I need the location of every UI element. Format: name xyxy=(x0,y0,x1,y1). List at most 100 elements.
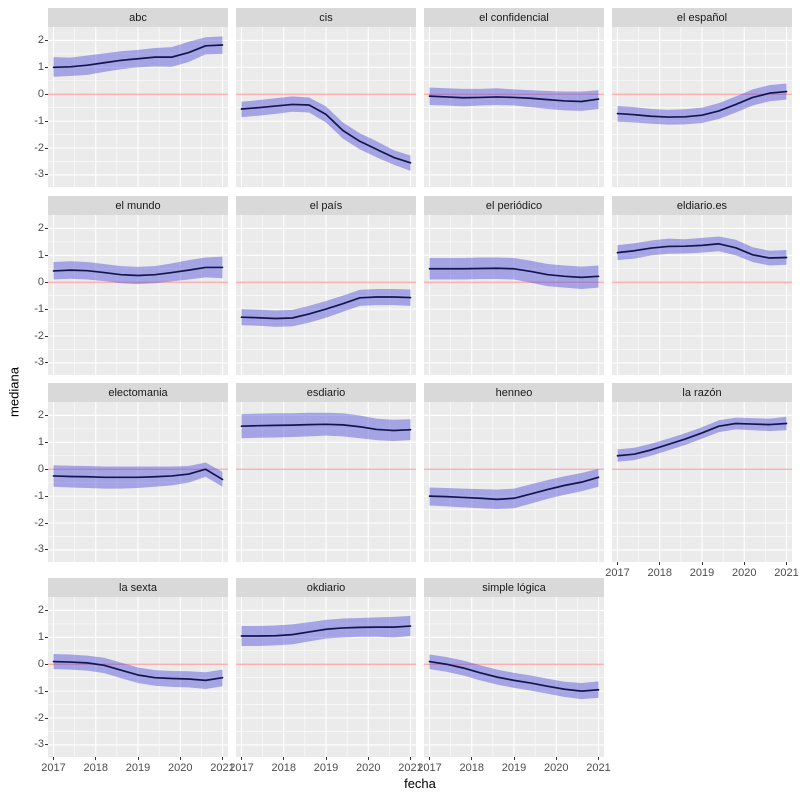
y-tick-mark xyxy=(45,495,48,497)
facet-strip-12: la razón xyxy=(612,383,792,402)
median-line xyxy=(52,468,224,481)
y-tick-label: -2 xyxy=(34,329,44,342)
y-tick-label: 1 xyxy=(37,630,44,643)
median-line xyxy=(428,476,600,501)
y-tick-mark xyxy=(45,120,48,122)
y-tick-mark xyxy=(45,549,48,551)
facet-panel-13 xyxy=(48,597,228,757)
median-line xyxy=(240,423,412,432)
x-tick-label: 2020 xyxy=(356,762,381,774)
y-tick-label: -2 xyxy=(34,141,44,154)
y-tick-mark xyxy=(45,39,48,41)
facet-strip-8: eldiario.es xyxy=(612,196,792,215)
x-tick-label: 2019 xyxy=(501,762,527,774)
x-tick-label: 2017 xyxy=(229,762,254,774)
x-tick-label: 2020 xyxy=(168,762,193,774)
confidence-ribbon xyxy=(53,36,223,77)
x-tick-label: 2021 xyxy=(210,762,235,774)
x-tick-mark xyxy=(137,757,139,760)
confidence-ribbon xyxy=(241,615,411,646)
x-axis-title: fecha xyxy=(404,776,436,791)
x-tick-mark xyxy=(410,757,411,760)
median-line xyxy=(52,266,224,277)
facet-strip-2: cis xyxy=(236,8,416,27)
y-tick-label: -1 xyxy=(34,302,44,315)
facet-panel-5 xyxy=(48,215,228,375)
y-tick-label: 0 xyxy=(37,462,44,475)
x-tick-mark xyxy=(52,757,54,760)
confidence-ribbon xyxy=(617,236,787,266)
x-tick-mark xyxy=(471,757,473,760)
y-tick-mark xyxy=(45,147,48,149)
x-tick-mark xyxy=(555,757,557,760)
x-tick-label: 2019 xyxy=(313,762,339,774)
y-tick-mark xyxy=(45,441,48,443)
median-line xyxy=(428,660,600,692)
x-tick-mark xyxy=(325,757,327,760)
facet-strip-4: el español xyxy=(612,8,792,27)
y-tick-mark xyxy=(45,414,48,416)
y-tick-label: 2 xyxy=(37,221,44,234)
x-tick-label: 2017 xyxy=(417,762,442,774)
x-tick-label: 2019 xyxy=(125,762,151,774)
y-tick-mark xyxy=(45,335,48,337)
y-tick-mark xyxy=(45,308,48,310)
x-tick-label: 2021 xyxy=(586,762,611,774)
x-tick-mark xyxy=(179,757,181,760)
y-tick-mark xyxy=(45,744,48,746)
y-tick-mark xyxy=(45,468,48,470)
x-tick-label: 2018 xyxy=(647,567,672,579)
facet-strip-7: el periódico xyxy=(424,196,604,215)
facet-panel-7 xyxy=(424,215,604,375)
x-tick-mark xyxy=(367,757,369,760)
facet-panel-6 xyxy=(236,215,416,375)
facet-panel-12 xyxy=(612,402,792,562)
y-tick-label: -2 xyxy=(34,711,44,724)
y-tick-mark xyxy=(45,690,48,692)
x-tick-mark xyxy=(598,757,599,760)
facet-strip-10: esdiario xyxy=(236,383,416,402)
x-tick-label: 2021 xyxy=(774,567,799,579)
confidence-ribbon xyxy=(429,87,599,111)
facet-strip-9: electomania xyxy=(48,383,228,402)
y-tick-mark xyxy=(45,663,48,665)
facet-panel-1 xyxy=(48,27,228,187)
y-tick-label: 1 xyxy=(37,60,44,73)
y-tick-mark xyxy=(45,636,48,638)
x-tick-label: 2021 xyxy=(398,762,423,774)
x-tick-mark xyxy=(283,757,285,760)
facet-panel-9 xyxy=(48,402,228,562)
x-tick-label: 2017 xyxy=(41,762,66,774)
x-tick-label: 2018 xyxy=(459,762,484,774)
x-tick-mark xyxy=(95,757,97,760)
x-tick-mark xyxy=(786,562,787,565)
facet-strip-3: el confidencial xyxy=(424,8,604,27)
confidence-ribbon xyxy=(429,468,599,510)
median-line xyxy=(428,95,600,103)
y-tick-mark xyxy=(45,609,48,611)
y-tick-mark xyxy=(45,254,48,256)
facet-strip-5: el mundo xyxy=(48,196,228,215)
y-tick-label: 1 xyxy=(37,248,44,261)
facet-strip-15: simple lógica xyxy=(424,578,604,597)
median-line xyxy=(616,242,788,259)
y-tick-label: 2 xyxy=(37,603,44,616)
x-tick-mark xyxy=(428,757,430,760)
x-tick-label: 2020 xyxy=(544,762,569,774)
y-tick-label: -3 xyxy=(34,738,44,751)
median-line xyxy=(52,660,224,682)
facet-panel-14 xyxy=(236,597,416,757)
y-tick-label: -1 xyxy=(34,684,44,697)
median-line xyxy=(616,422,788,457)
y-tick-label: 0 xyxy=(37,87,44,100)
x-tick-label: 2018 xyxy=(83,762,108,774)
y-tick-mark xyxy=(45,281,48,283)
x-tick-mark xyxy=(743,562,745,565)
y-tick-label: 1 xyxy=(37,435,44,448)
facet-strip-6: el país xyxy=(236,196,416,215)
facet-panel-8 xyxy=(612,215,792,375)
facet-panel-10 xyxy=(236,402,416,562)
confidence-ribbon xyxy=(53,462,223,489)
facet-panel-3 xyxy=(424,27,604,187)
